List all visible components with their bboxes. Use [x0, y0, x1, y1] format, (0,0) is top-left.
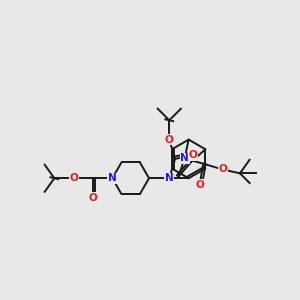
- Text: N: N: [108, 173, 117, 183]
- Text: O: O: [188, 150, 197, 160]
- Text: O: O: [218, 164, 227, 175]
- Text: O: O: [165, 135, 174, 145]
- Text: O: O: [195, 180, 204, 190]
- Text: N: N: [165, 173, 174, 183]
- Text: N: N: [180, 154, 189, 164]
- Text: O: O: [88, 193, 98, 202]
- Text: O: O: [69, 173, 78, 183]
